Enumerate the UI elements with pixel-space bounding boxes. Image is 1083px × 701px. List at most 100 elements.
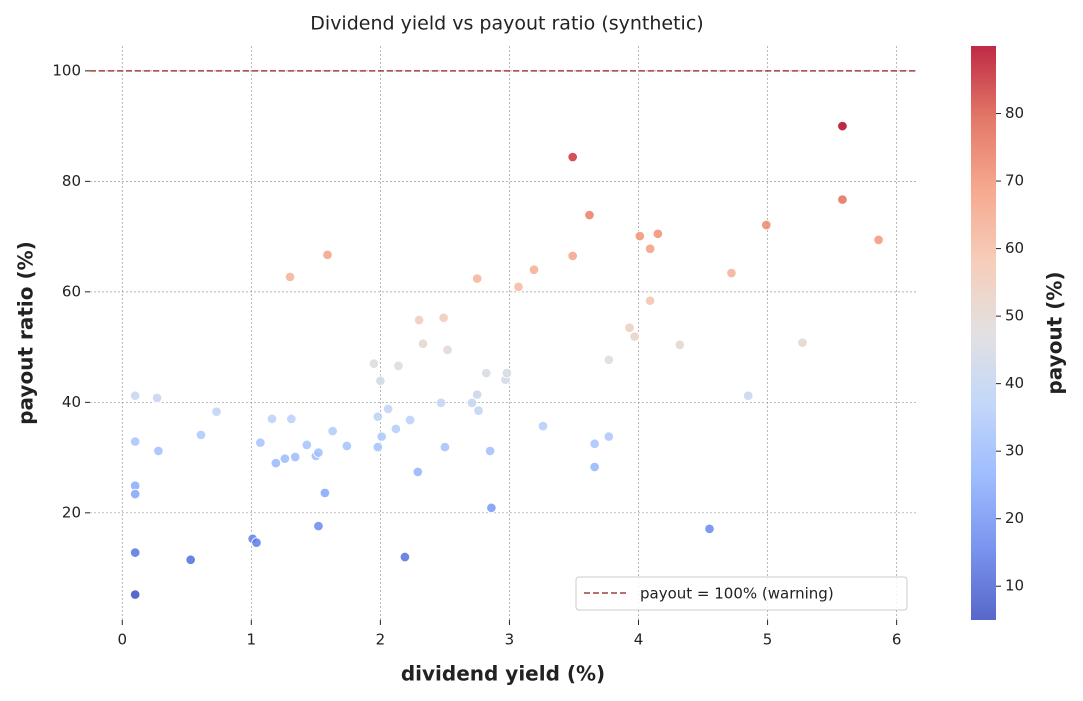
point	[567, 250, 578, 262]
y-tick-label: 20	[62, 503, 81, 521]
y-tick-label: 60	[62, 282, 81, 300]
x-tick-label: 6	[892, 631, 902, 649]
point	[368, 358, 380, 369]
colorbar-tick-label: 40	[1005, 374, 1024, 392]
colorbar	[971, 46, 996, 620]
point	[589, 461, 600, 473]
colorbar-tick-label: 30	[1005, 442, 1024, 460]
point	[435, 397, 447, 409]
x-tick-label: 2	[376, 631, 386, 649]
point	[153, 445, 164, 457]
point	[629, 331, 640, 342]
y-tick-label: 80	[62, 172, 81, 190]
point	[413, 314, 425, 326]
point	[185, 554, 196, 566]
point	[726, 267, 737, 279]
point	[473, 405, 484, 416]
point	[195, 429, 207, 441]
point	[211, 406, 222, 417]
point	[567, 151, 578, 163]
point	[341, 440, 353, 452]
colorbar-tick-label: 70	[1005, 172, 1024, 190]
colorbar-tick-label: 60	[1005, 239, 1024, 257]
point	[484, 445, 496, 457]
point	[480, 367, 492, 379]
y-axis-label: payout ratio (%)	[14, 241, 38, 425]
point	[372, 411, 384, 422]
point	[412, 466, 424, 478]
point	[742, 390, 754, 401]
point	[634, 230, 646, 242]
point	[404, 414, 416, 426]
legend: payout = 100% (warning)	[575, 576, 908, 611]
point	[129, 436, 141, 447]
legend-label: payout = 100% (warning)	[640, 585, 834, 603]
point	[513, 281, 524, 293]
point	[584, 209, 595, 221]
point	[279, 453, 291, 464]
x-tick-label: 3	[505, 631, 515, 649]
colorbar-tick-label: 20	[1005, 509, 1024, 527]
point	[382, 403, 394, 415]
point	[390, 423, 402, 435]
point	[442, 344, 453, 356]
point	[644, 295, 656, 306]
point	[376, 431, 387, 442]
point	[129, 488, 141, 500]
point	[761, 219, 772, 231]
point	[438, 312, 449, 324]
point	[251, 537, 262, 548]
point	[375, 375, 386, 387]
point	[266, 413, 278, 425]
point	[674, 339, 686, 351]
point	[501, 367, 513, 379]
point	[270, 457, 282, 469]
point	[286, 413, 297, 425]
point	[528, 264, 540, 275]
point	[151, 392, 163, 404]
x-tick-label: 0	[117, 631, 127, 649]
point	[466, 397, 478, 409]
point	[284, 271, 296, 283]
legend-box	[575, 576, 908, 611]
point	[471, 273, 483, 284]
point	[129, 547, 141, 558]
point	[704, 523, 715, 535]
point	[537, 420, 549, 432]
point	[319, 487, 331, 499]
point	[327, 425, 338, 437]
point	[301, 439, 313, 451]
colorbar-label: payout (%)	[1043, 271, 1067, 394]
point	[399, 551, 411, 563]
point	[313, 520, 324, 532]
point	[797, 337, 808, 348]
point	[837, 194, 848, 205]
y-tick-label: 40	[62, 393, 81, 411]
colorbar-tick-label: 10	[1005, 577, 1024, 595]
colorbar-tick-label: 80	[1005, 104, 1024, 122]
x-axis-label: dividend yield (%)	[401, 662, 605, 686]
point	[644, 243, 656, 255]
x-tick-label: 4	[634, 631, 644, 649]
point	[129, 589, 141, 600]
point	[837, 120, 848, 132]
point	[589, 438, 600, 450]
point	[873, 234, 884, 246]
point	[603, 431, 615, 442]
point	[289, 451, 301, 463]
chart-title: Dividend yield vs payout ratio (syntheti…	[310, 13, 703, 35]
point	[486, 502, 497, 514]
point	[313, 447, 324, 458]
point	[255, 437, 266, 448]
point	[471, 389, 483, 400]
y-tick-label: 100	[52, 61, 81, 79]
x-tick-label: 5	[763, 631, 773, 649]
point	[129, 390, 141, 401]
point	[439, 441, 451, 453]
x-tick-label: 1	[247, 631, 257, 649]
point	[603, 354, 615, 366]
point	[322, 249, 333, 261]
point	[372, 441, 384, 453]
point	[652, 228, 664, 240]
